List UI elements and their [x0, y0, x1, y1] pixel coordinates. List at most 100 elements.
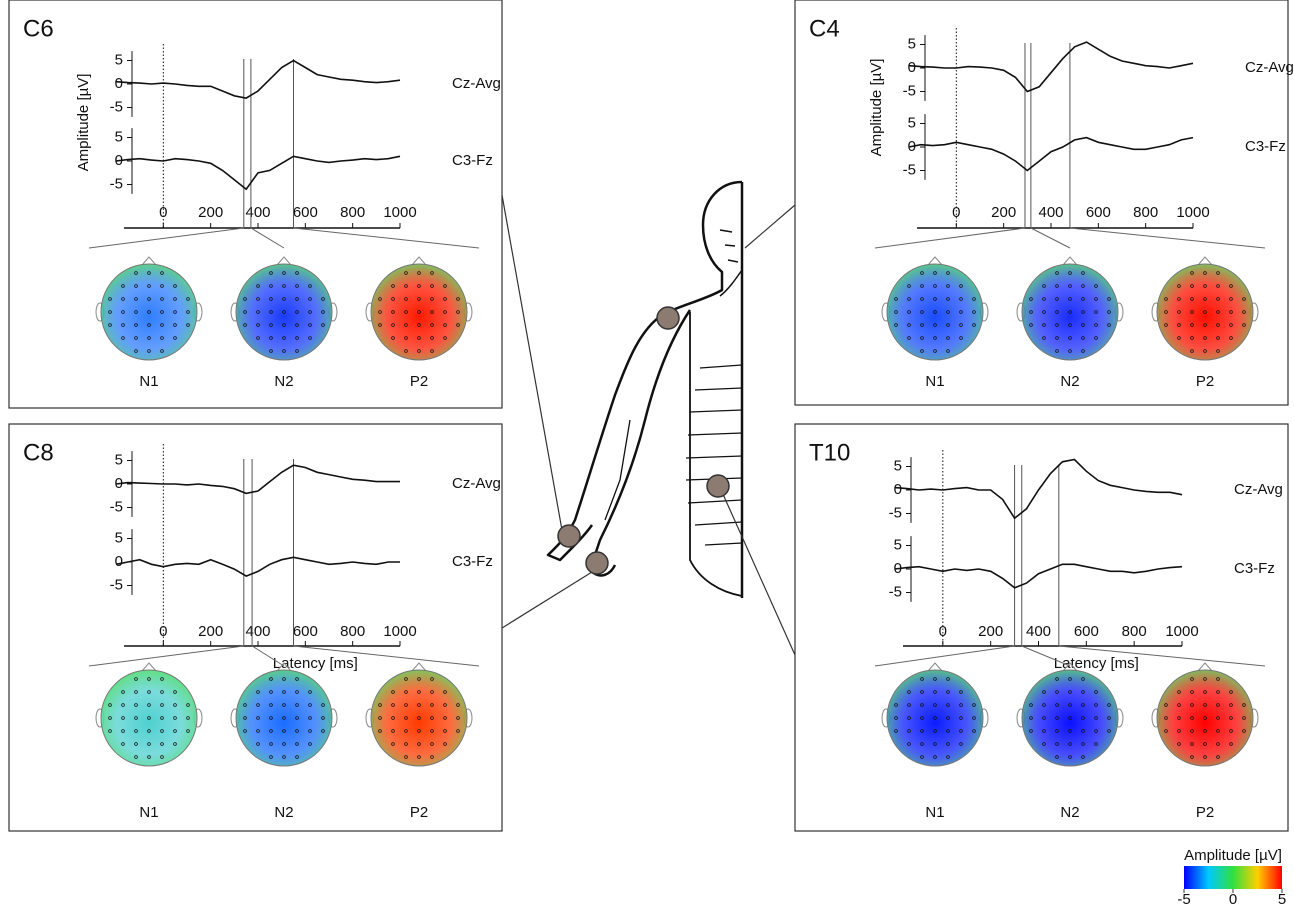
electrode [295, 729, 299, 733]
electrode [894, 703, 898, 707]
electrode [1055, 677, 1059, 681]
electrode [108, 323, 112, 327]
electrode [173, 742, 177, 746]
electrode [147, 310, 151, 314]
electrode [308, 323, 312, 327]
electrode [308, 297, 312, 301]
electrode [147, 690, 151, 694]
electrode [134, 677, 138, 681]
electrode [1203, 703, 1207, 707]
electrode [108, 310, 112, 314]
electrode [443, 297, 447, 301]
y-tick-label: 0 [908, 59, 916, 76]
electrode [1094, 716, 1098, 720]
map-label: N2 [1060, 373, 1079, 390]
x-tick-label: 600 [293, 623, 318, 640]
x-axis-label: Latency [ms] [1054, 655, 1139, 672]
electrode [1107, 323, 1111, 327]
electrode [959, 742, 963, 746]
electrode [1068, 677, 1072, 681]
electrode [1068, 690, 1072, 694]
electrode [1229, 703, 1233, 707]
waveform [894, 563, 1183, 589]
peak-fan [1069, 227, 1266, 249]
electrode [1029, 703, 1033, 707]
electrode [1055, 755, 1059, 759]
electrode [243, 716, 247, 720]
electrode [1190, 323, 1194, 327]
map-label: P2 [1196, 373, 1214, 390]
electrode [1055, 729, 1059, 733]
electrode [1042, 690, 1046, 694]
electrode [417, 729, 421, 733]
electrode [295, 349, 299, 353]
electrode [295, 755, 299, 759]
electrode [1203, 284, 1207, 288]
electrode [443, 703, 447, 707]
electrode [256, 742, 260, 746]
electrode [147, 742, 151, 746]
electrode [1055, 297, 1059, 301]
x-tick-label: 200 [198, 623, 223, 640]
electrode [933, 729, 937, 733]
electrode [1242, 716, 1246, 720]
electrode [907, 742, 911, 746]
electrode [160, 271, 164, 275]
electrode [1190, 310, 1194, 314]
electrode [256, 323, 260, 327]
electrode [920, 310, 924, 314]
electrode [1094, 284, 1098, 288]
electrode [933, 323, 937, 327]
electrode [946, 742, 950, 746]
electrode [134, 271, 138, 275]
y-tick-label: -5 [110, 576, 123, 593]
electrode [430, 271, 434, 275]
electrode [1055, 742, 1059, 746]
electrode [1055, 336, 1059, 340]
electrode [1177, 742, 1181, 746]
electrode [1242, 297, 1246, 301]
electrode [1229, 323, 1233, 327]
electrode [1177, 729, 1181, 733]
electrode [972, 310, 976, 314]
colorbar-tick-label: -5 [1177, 891, 1190, 906]
electrode [907, 716, 911, 720]
electrode [1190, 755, 1194, 759]
colorbar-tick-label: 5 [1278, 891, 1286, 906]
electrode [907, 703, 911, 707]
electrode [430, 323, 434, 327]
electrode [959, 297, 963, 301]
electrode [108, 729, 112, 733]
electrode [946, 729, 950, 733]
electrode [920, 690, 924, 694]
electrode [173, 336, 177, 340]
electrode [417, 755, 421, 759]
electrode [972, 729, 976, 733]
map-nose [1197, 256, 1213, 266]
x-tick-label: 1000 [383, 623, 416, 640]
peak-fan [1021, 645, 1071, 667]
electrode [443, 336, 447, 340]
electrode [121, 297, 125, 301]
electrode [1203, 755, 1207, 759]
electrode [1081, 323, 1085, 327]
panel-title: C4 [809, 15, 840, 42]
electrode [378, 310, 382, 314]
electrode [186, 703, 190, 707]
stimulation-sites [557, 306, 730, 575]
electrode [1094, 729, 1098, 733]
electrode [404, 336, 408, 340]
electrode [443, 284, 447, 288]
electrode [920, 349, 924, 353]
electrode [256, 297, 260, 301]
electrode [295, 323, 299, 327]
electrode [920, 742, 924, 746]
x-tick-label: 200 [978, 623, 1003, 640]
map-nose [1062, 256, 1078, 266]
electrode [378, 703, 382, 707]
panel: C4 Amplitude [µV] 0 200 400 600 800 1000 N1 N2 P2 5… [794, 0, 1294, 406]
electrode [920, 336, 924, 340]
electrode [920, 755, 924, 759]
electrode [417, 271, 421, 275]
electrode [1068, 349, 1072, 353]
